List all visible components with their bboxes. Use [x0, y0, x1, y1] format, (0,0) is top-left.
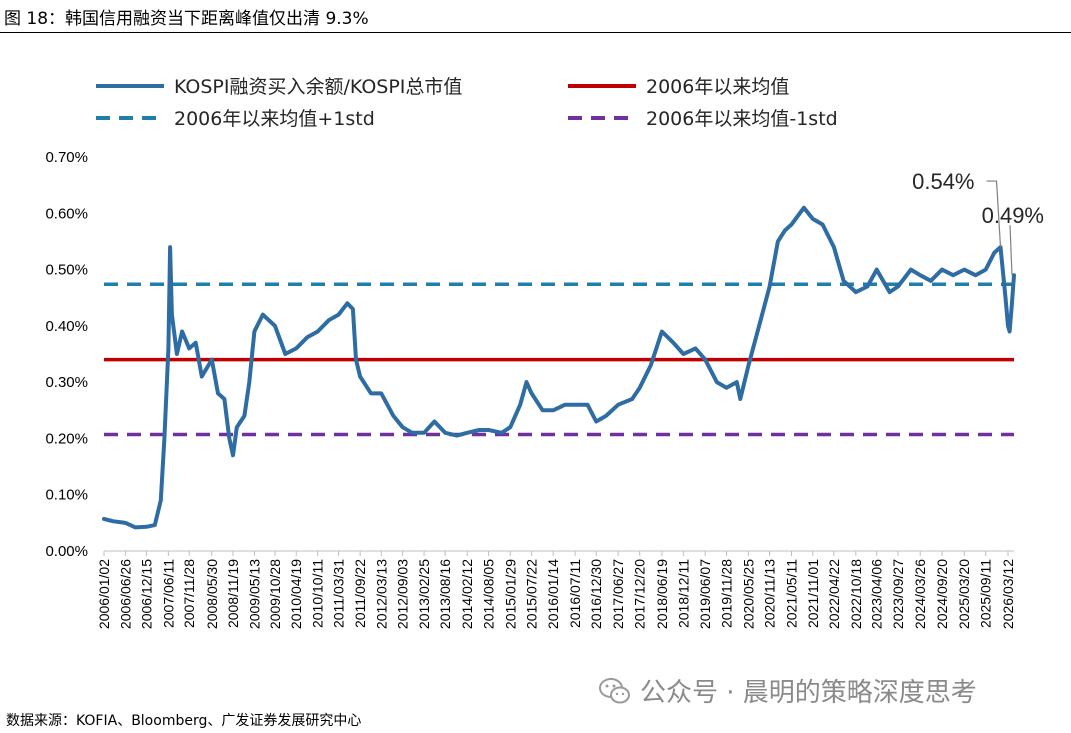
legend-label-3: 2006年以来均值-1std	[646, 108, 838, 130]
x-tick-label: 2017/06/27	[610, 559, 626, 629]
x-axis: 2006/01/02 2006/06/26 2006/12/15 2007/06/11…	[96, 550, 1016, 629]
x-tick-label: 2025/03/20	[956, 559, 972, 629]
legend: KOSPI融资买入余额/KOSPI总市值 2006年以来均值 2006年以来均值+1…	[96, 76, 838, 130]
x-tick-label: 2012/09/03	[395, 559, 411, 629]
annotation-leader-peak	[986, 180, 1002, 248]
x-tick-label: 2023/04/06	[869, 559, 885, 629]
x-tick-label: 2012/03/13	[373, 559, 389, 629]
x-tick-label: 2009/05/13	[246, 559, 262, 629]
watermark-text: 公众号 · 晨明的策略深度思考	[640, 678, 977, 708]
x-tick-label: 2011/09/22	[352, 559, 368, 628]
x-tick-label: 2023/09/27	[890, 559, 906, 629]
x-tick-label: 2018/12/11	[675, 559, 691, 628]
x-tick-label: 2018/06/19	[654, 559, 670, 629]
x-tick-label: 2006/06/26	[117, 559, 133, 629]
legend-label-2: 2006年以来均值+1std	[174, 108, 375, 130]
annotation-leader-current	[1009, 225, 1013, 276]
legend-label-1: 2006年以来均值	[646, 76, 789, 98]
x-tick-label: 2010/04/19	[288, 559, 304, 629]
series-line-kospi-margin-ratio	[102, 205, 1016, 530]
x-tick-label: 2011/03/31	[331, 559, 347, 628]
x-tick-label: 2010/10/11	[310, 559, 326, 628]
y-tick-label: 0.60%	[45, 205, 88, 222]
x-tick-label: 2016/07/11	[567, 559, 583, 628]
figure-title: 图 18：韩国信用融资当下距离峰值仅出清 9.3%	[4, 9, 369, 29]
x-tick-label: 2008/05/30	[204, 559, 220, 629]
source-note: 数据来源：KOFIA、Bloomberg、广发证券发展研究中心	[6, 713, 362, 729]
x-tick-label: 2015/07/22	[524, 559, 540, 629]
y-tick-label: 0.30%	[45, 374, 88, 391]
x-tick-label: 2014/02/12	[459, 559, 475, 629]
x-tick-label: 2020/11/13	[762, 559, 778, 628]
x-tick-label: 2024/03/26	[912, 559, 928, 629]
x-tick-label: 2022/10/18	[848, 559, 864, 629]
y-tick-label: 0.50%	[45, 262, 88, 279]
x-tick-label: 2007/11/28	[181, 559, 197, 628]
x-tick-label: 2014/08/05	[481, 559, 497, 629]
x-tick-label: 2025/09/11	[978, 559, 994, 628]
annotation-current-value: 0.49%	[982, 203, 1044, 228]
x-tick-label: 2007/06/11	[160, 559, 176, 628]
x-tick-label: 2006/12/15	[139, 559, 155, 629]
watermark: 公众号 · 晨明的策略深度思考	[598, 672, 977, 709]
x-tick-label: 2020/05/25	[740, 559, 756, 629]
title-divider	[0, 32, 1071, 33]
x-tick-label: 2024/09/20	[934, 559, 950, 629]
x-tick-label: 2021/11/01	[805, 559, 821, 628]
series-layer	[102, 205, 1016, 530]
y-tick-label: 0.70%	[45, 149, 88, 166]
legend-label-0: KOSPI融资买入余额/KOSPI总市值	[174, 76, 462, 98]
annotation-peak-value: 0.54%	[912, 169, 974, 194]
x-tick-label: 2017/12/20	[632, 559, 648, 629]
y-tick-label: 0.40%	[45, 318, 88, 335]
x-tick-label: 2009/10/28	[267, 559, 283, 629]
x-tick-label: 2015/01/29	[502, 559, 518, 629]
x-tick-label: 2026/03/12	[1000, 559, 1016, 629]
x-tick-label: 2019/11/28	[719, 559, 735, 628]
x-tick-label: 2008/11/19	[225, 559, 241, 628]
x-tick-label: 2006/01/02	[96, 559, 112, 629]
x-tick-label: 2019/06/07	[697, 559, 713, 629]
x-tick-label: 2013/02/25	[416, 559, 432, 629]
wechat-icon	[599, 677, 630, 703]
x-tick-label: 2016/12/30	[588, 559, 604, 629]
reference-lines	[104, 282, 1014, 437]
y-tick-label: 0.10%	[45, 487, 88, 504]
x-tick-label: 2013/08/16	[437, 559, 453, 629]
annotations: 0.54% 0.49%	[912, 169, 1044, 276]
y-tick-label: 0.20%	[45, 430, 88, 447]
y-tick-label: 0.00%	[45, 543, 88, 560]
x-tick-label: 2016/01/14	[545, 559, 561, 629]
y-axis: 0.00% 0.10% 0.20% 0.30% 0.40% 0.50% 0.60% 0.70%	[45, 149, 88, 560]
x-tick-label: 2021/05/11	[783, 559, 799, 628]
x-tick-label: 2022/04/22	[826, 559, 842, 629]
